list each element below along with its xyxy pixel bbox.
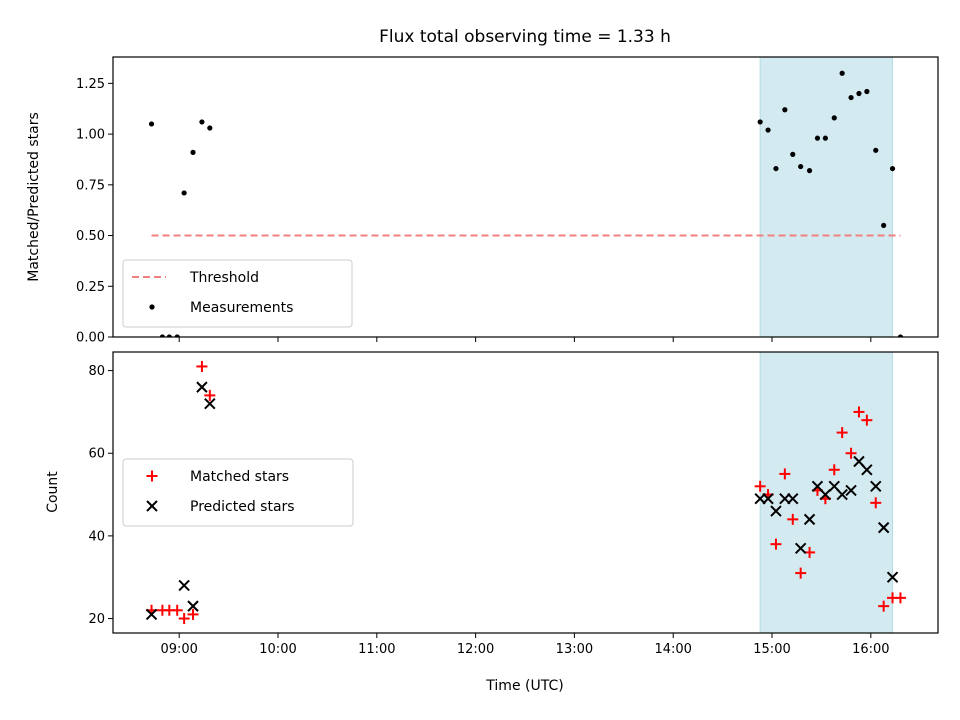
top-series1-point-11 (782, 107, 788, 113)
bottom-y-tick-label-2: 60 (88, 447, 105, 462)
bottom-series1-point-21 (886, 571, 899, 583)
bottom-y-tick-label-3: 80 (88, 364, 105, 379)
top-y-tick-label-3: 0.75 (76, 178, 105, 193)
bottom-series0-point-11 (779, 468, 791, 480)
top-series1-point-10 (773, 165, 779, 172)
legend-label-matched-stars: Matched stars (190, 469, 289, 485)
bottom-series1-point-9 (787, 492, 799, 505)
legend-label-threshold: Threshold (189, 270, 259, 286)
bottom-series1-point-7 (770, 505, 782, 517)
top-series1-point-12 (790, 151, 796, 157)
top-series1-point-15 (814, 135, 821, 141)
top-series1-point-2 (166, 334, 172, 337)
top-legend-box (122, 259, 353, 328)
legend-swatch-measurements (149, 304, 155, 310)
bottom-axes-frame (112, 351, 939, 634)
top-series1-point-20 (856, 90, 862, 97)
bottom-series0-point-4 (178, 613, 190, 625)
top-series1-point-25 (897, 334, 904, 337)
bottom-series1-point-1 (178, 579, 190, 592)
x-tick-label-6: 15:00 (753, 642, 790, 657)
bottom-series0-point-6 (196, 360, 208, 372)
bottom-legend-box (122, 458, 354, 527)
bottom-series1-point-11 (803, 513, 816, 526)
bottom-series0-point-17 (828, 464, 840, 476)
bottom-series0-point-22 (870, 497, 882, 509)
x-tick-label-1: 10:00 (259, 642, 296, 657)
bottom-series0-point-23 (878, 600, 890, 612)
top-y-tick-label-2: 0.50 (76, 229, 105, 244)
top-y-axis-label: Matched/Predicted stars (26, 112, 42, 282)
top-y-tick-label-0: 0.00 (76, 331, 105, 346)
top-series1-point-5 (190, 149, 196, 155)
bottom-series1-point-6 (762, 492, 774, 505)
top-series1-point-6 (199, 119, 205, 125)
top-plot-area (148, 70, 904, 337)
legend-swatch-matched-stars (146, 470, 158, 482)
legend-swatch-predicted-stars (146, 500, 158, 512)
bottom-series1-point-2 (187, 600, 199, 612)
top-series1-point-21 (864, 88, 870, 95)
bottom-series1-point-19 (870, 480, 882, 493)
bottom-y-tick-label-0: 20 (88, 612, 105, 627)
bottom-series0-point-20 (853, 406, 865, 418)
top-series1-point-22 (873, 147, 879, 153)
chart-title: Flux total observing time = 1.33 h (379, 27, 671, 47)
x-tick-label-0: 09:00 (160, 642, 197, 657)
top-series1-point-24 (889, 165, 896, 172)
top-series1-point-19 (848, 94, 854, 101)
bottom-series1-point-18 (861, 464, 873, 476)
top-series1-point-13 (798, 163, 804, 170)
bottom-series0-point-5 (187, 608, 199, 620)
bottom-series0-point-12 (787, 513, 799, 525)
bottom-series0-point-8 (754, 480, 766, 492)
top-series1-point-8 (757, 119, 763, 125)
top-y-tick-label-5: 1.25 (76, 77, 105, 92)
top-series1-point-14 (806, 168, 813, 174)
bottom-series1-point-13 (819, 488, 832, 501)
bottom-y-axis-label: Count (45, 471, 61, 513)
bottom-series0-point-19 (845, 447, 857, 459)
top-series1-point-0 (148, 121, 155, 127)
bottom-series1-point-16 (845, 484, 857, 497)
x-tick-label-7: 16:00 (852, 642, 889, 657)
top-series1-point-3 (174, 334, 180, 337)
x-tick-label-4: 13:00 (556, 642, 593, 657)
bottom-y-tick-label-1: 40 (88, 529, 105, 544)
bottom-series0-point-3 (171, 604, 183, 616)
top-y-tick-label-1: 0.25 (76, 280, 105, 295)
top-series1-point-23 (881, 222, 887, 229)
bottom-series0-point-25 (894, 592, 906, 604)
x-axis-label: Time (UTC) (485, 678, 563, 694)
bottom-series1-point-15 (836, 488, 848, 501)
bottom-series1-point-20 (877, 521, 890, 534)
bottom-series1-point-0 (145, 608, 158, 621)
top-series1-point-17 (831, 115, 837, 121)
x-tick-label-2: 11:00 (358, 642, 395, 657)
bottom-series0-point-10 (770, 538, 782, 550)
top-series1-point-18 (839, 70, 845, 76)
legend-label-predicted-stars: Predicted stars (190, 499, 295, 515)
top-axes-frame (112, 56, 939, 338)
top-y-tick-label-4: 1.00 (76, 128, 105, 143)
x-tick-label-5: 14:00 (654, 642, 691, 657)
top-shaded-interval (759, 56, 894, 338)
x-tick-label-3: 12:00 (457, 642, 494, 657)
bottom-series0-point-13 (795, 567, 807, 579)
top-series1-point-16 (822, 135, 828, 141)
bottom-series0-point-21 (861, 414, 873, 426)
top-series1-point-9 (765, 127, 771, 133)
top-series1-point-4 (181, 190, 187, 196)
bottom-series1-point-4 (204, 397, 216, 410)
bottom-plot-area (145, 360, 906, 625)
bottom-series0-point-18 (836, 427, 848, 439)
bottom-series1-point-3 (196, 381, 208, 393)
legend-label-measurements: Measurements (190, 300, 293, 316)
top-series1-point-1 (159, 334, 166, 337)
top-series1-point-7 (207, 125, 213, 131)
bottom-series1-point-10 (794, 542, 807, 554)
bottom-series0-point-7 (204, 389, 216, 401)
